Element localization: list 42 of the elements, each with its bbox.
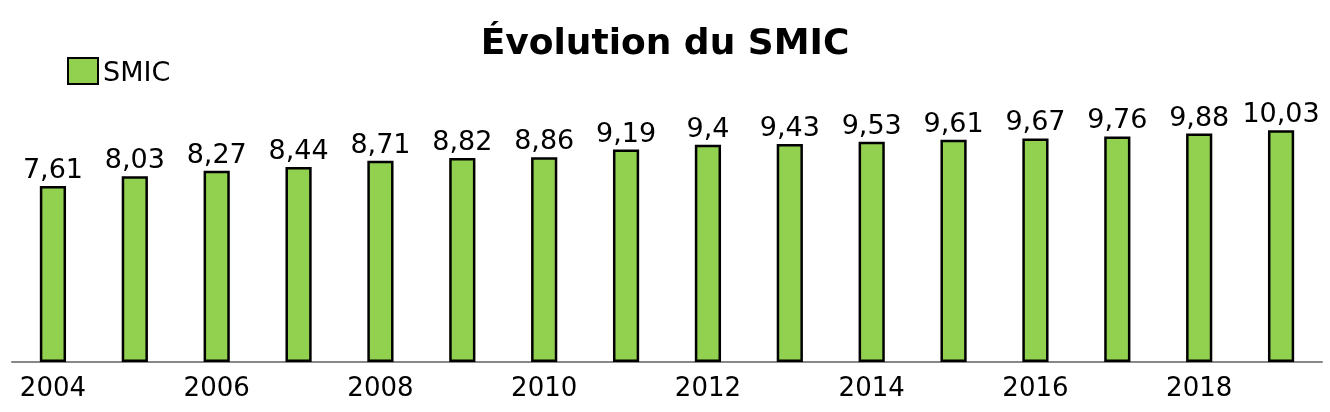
bar (1267, 130, 1295, 362)
bar (449, 158, 476, 362)
data-label: 8,03 (104, 143, 165, 175)
bar (531, 157, 558, 362)
data-label: 9,4 (686, 111, 730, 143)
x-tick-label: 2018 (1166, 372, 1233, 402)
x-tick-label: 2004 (19, 372, 87, 402)
bar (285, 166, 312, 362)
bar (1186, 133, 1213, 362)
data-label: 8,44 (268, 133, 329, 165)
data-label: 9,61 (923, 106, 984, 138)
data-label: 9,53 (841, 108, 902, 140)
data-label: 8,71 (350, 127, 411, 159)
bar (367, 160, 394, 362)
bar (612, 149, 640, 362)
x-tick-label: 2010 (511, 372, 578, 402)
x-tick-label: 2014 (838, 372, 905, 402)
data-label: 10,03 (1242, 97, 1320, 129)
x-tick-label: 2012 (674, 372, 742, 402)
data-label: 9,76 (1087, 103, 1148, 135)
x-tick-label: 2006 (183, 372, 250, 402)
data-label: 9,19 (596, 116, 657, 148)
data-label: 9,43 (759, 111, 820, 143)
bar (776, 144, 803, 362)
data-label: 8,27 (186, 137, 247, 169)
bar (121, 176, 148, 362)
bar (203, 170, 230, 362)
data-label: 9,88 (1169, 100, 1230, 132)
bar (1104, 136, 1131, 362)
bar (940, 139, 967, 362)
legend-label: SMIC (103, 55, 171, 87)
x-tick-label: 2016 (1002, 372, 1069, 402)
bar (1022, 138, 1049, 362)
bar (39, 186, 67, 362)
bar (694, 144, 722, 362)
chart-title: Évolution du SMIC (480, 20, 850, 62)
data-label: 8,82 (432, 125, 493, 157)
data-label: 8,86 (514, 124, 575, 156)
data-label: 7,61 (22, 153, 83, 185)
bar (858, 141, 885, 362)
x-tick-label: 2008 (347, 372, 414, 402)
data-label: 9,67 (1005, 105, 1066, 137)
